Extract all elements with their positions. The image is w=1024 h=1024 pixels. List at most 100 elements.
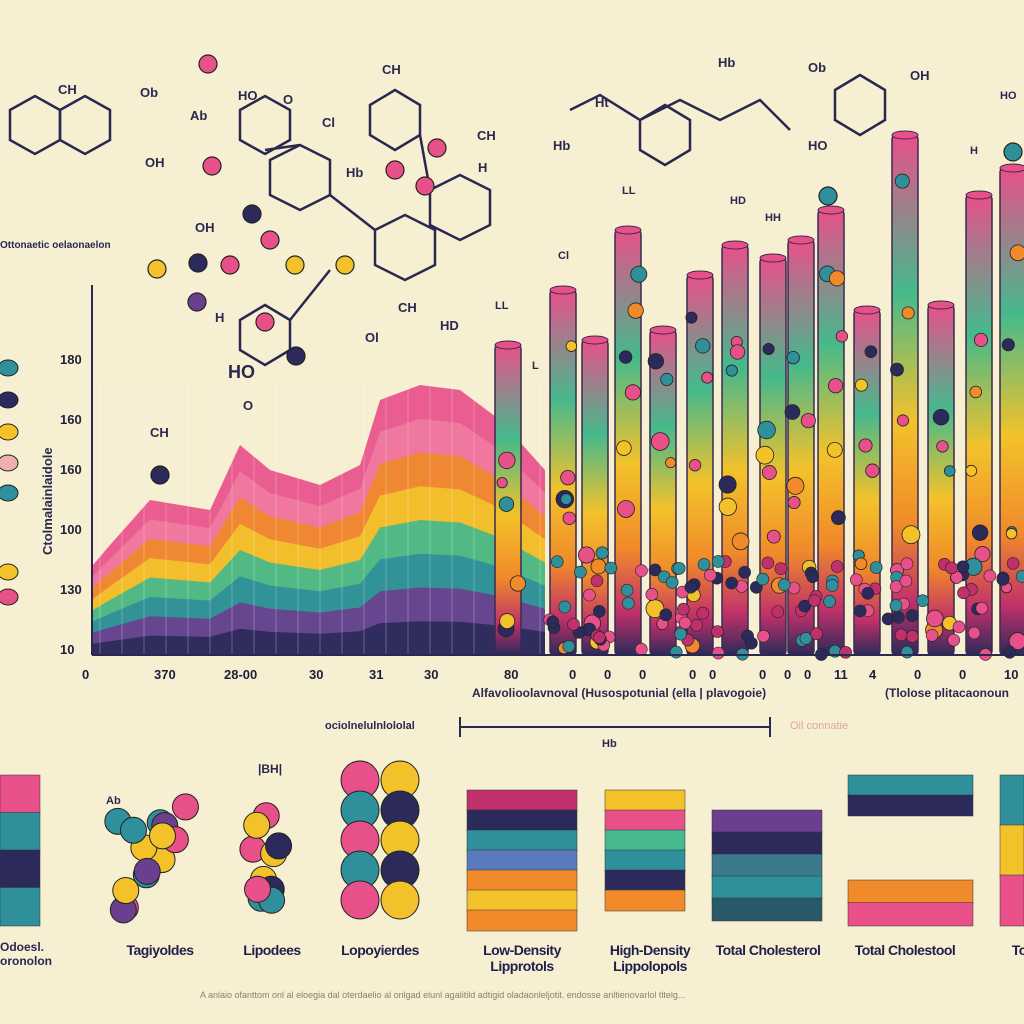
lipid-piles (0, 761, 1024, 931)
particle (578, 547, 594, 563)
atom (256, 313, 274, 331)
x-tick-label: 0 (759, 667, 766, 682)
lipid-ball (149, 823, 175, 849)
particle (670, 646, 682, 658)
particle (976, 602, 988, 614)
atom-label: HO (808, 138, 828, 153)
particle (1004, 646, 1016, 658)
bar-top-label: HD (730, 195, 746, 207)
particle (811, 628, 823, 640)
scale-bar-mark: Hb (602, 738, 617, 750)
particle (902, 526, 920, 544)
particle (666, 576, 678, 588)
particle (870, 562, 882, 574)
atom-label: Ob (808, 60, 826, 75)
lipid-layer (712, 876, 822, 899)
particle (704, 569, 716, 581)
particle (895, 629, 907, 641)
illustration-canvas (0, 0, 1024, 1024)
lipid-layer (0, 813, 40, 852)
peak-label: HD (440, 318, 459, 333)
particle (497, 478, 507, 488)
particle (648, 353, 664, 369)
x-tick-label: 0 (784, 667, 791, 682)
particle (646, 588, 658, 600)
atom (286, 256, 304, 274)
particle (828, 378, 842, 392)
particle (808, 595, 820, 607)
x-axis-label-right: (Tlolose plitacaonoun (885, 686, 1009, 700)
peak-label: CH (150, 425, 169, 440)
particle (596, 547, 608, 559)
particle (499, 497, 514, 512)
lipid-layer (467, 890, 577, 911)
particle (859, 439, 872, 452)
particle (675, 628, 687, 640)
lipid-ball (244, 812, 270, 838)
atom (287, 347, 305, 365)
lipid-label: High-Density Lippolopols (595, 942, 705, 974)
particle (510, 576, 525, 591)
legend-swatch (0, 589, 18, 605)
lipid-ball (120, 817, 146, 843)
lipid-label: Total Cholesterol (708, 942, 828, 958)
particle (677, 603, 689, 615)
particle (787, 477, 804, 494)
bar-top-label: LL (622, 185, 635, 197)
x-tick-label: 10 (1004, 667, 1018, 682)
particle (561, 470, 576, 485)
particle (970, 386, 982, 398)
lipid-layer (712, 810, 822, 833)
layered-area-chart (93, 380, 545, 655)
particle (831, 561, 843, 573)
lipid-layer (467, 850, 577, 871)
particle (800, 632, 812, 644)
atom-label: Ht (595, 95, 609, 110)
particle (762, 557, 774, 569)
atom-label: Ab (190, 108, 207, 123)
bar-top-label: Cl (558, 250, 569, 262)
legend-swatch (0, 424, 18, 440)
bar-top-label: H (970, 145, 978, 157)
x-tick-label: 30 (424, 667, 438, 682)
lipid-label: Tagiyoldes (105, 942, 215, 958)
lipid-layer (0, 850, 40, 889)
particle (702, 372, 713, 383)
atom-label: OH (145, 155, 165, 170)
particle (840, 646, 852, 658)
y-tick-label: 130 (60, 582, 82, 597)
lipid-layer (467, 830, 577, 851)
particle (591, 575, 603, 587)
lipid-layer (848, 775, 973, 796)
atom (148, 260, 166, 278)
particle (1010, 245, 1024, 261)
particle (712, 647, 724, 659)
particle (957, 561, 969, 573)
bar (928, 305, 954, 655)
x-tick-label: 370 (154, 667, 176, 682)
lipid-layer (0, 888, 40, 927)
particle (500, 614, 515, 629)
particle (679, 617, 691, 629)
particle (591, 559, 606, 574)
atom-label: Ob (140, 85, 158, 100)
lipid-layer (605, 830, 685, 851)
atom (243, 205, 261, 223)
atom-label: CH (398, 300, 417, 315)
y-axis-label: Ctolmalainlaidole (40, 447, 55, 555)
lipid-layer (605, 810, 685, 831)
lipid-layer (848, 880, 973, 904)
particle (968, 627, 980, 639)
particle (945, 562, 957, 574)
particle (917, 595, 929, 607)
particle (827, 442, 842, 457)
x-tick-label: 0 (959, 667, 966, 682)
atom-label: H (215, 310, 224, 325)
particle (785, 405, 800, 420)
particle (719, 498, 736, 515)
particle (745, 637, 757, 649)
atom-label: H (478, 160, 487, 175)
particle (906, 610, 918, 622)
x-tick-label: 0 (604, 667, 611, 682)
particle (897, 415, 908, 426)
